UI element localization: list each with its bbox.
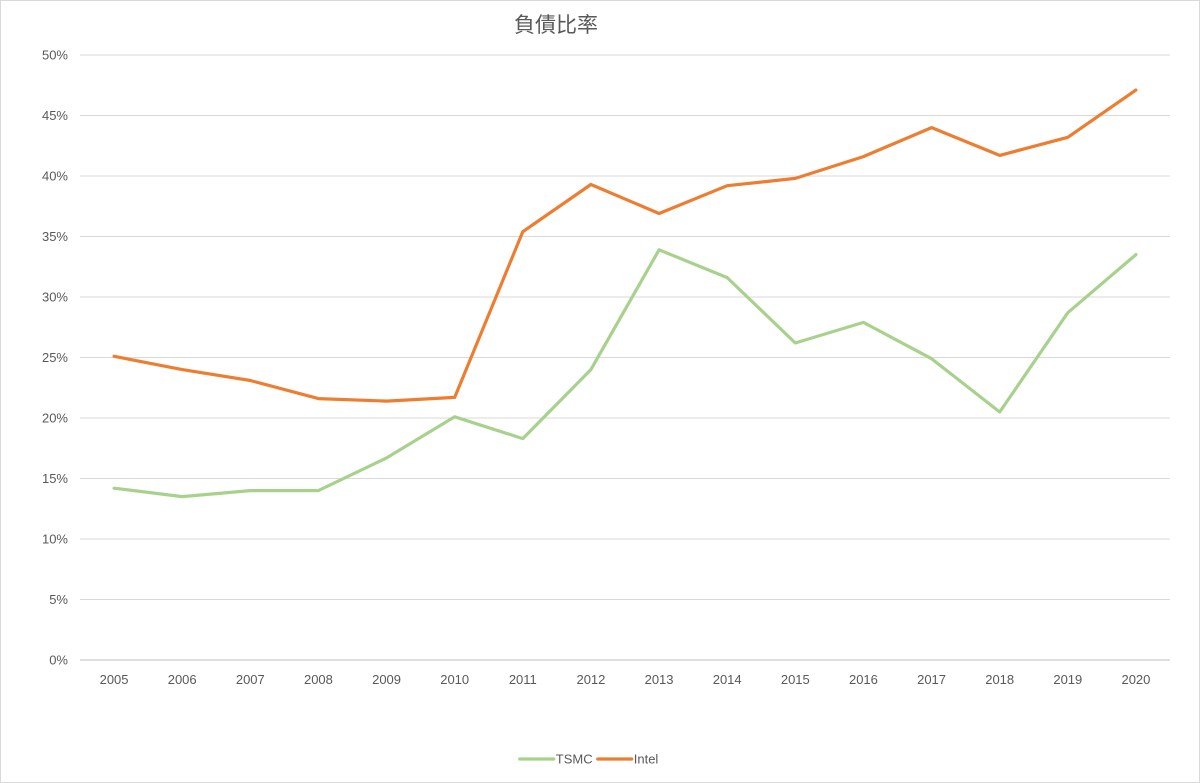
x-tick-label: 2018 bbox=[985, 672, 1014, 687]
y-tick-label: 15% bbox=[42, 471, 68, 486]
legend-label-intel: Intel bbox=[634, 752, 659, 767]
x-tick-label: 2009 bbox=[372, 672, 401, 687]
x-tick-label: 2010 bbox=[440, 672, 469, 687]
y-tick-label: 5% bbox=[49, 592, 68, 607]
x-tick-label: 2017 bbox=[917, 672, 946, 687]
x-tick-label: 2013 bbox=[645, 672, 674, 687]
chart-title: 負債比率 bbox=[514, 13, 598, 37]
x-tick-label: 2014 bbox=[713, 672, 742, 687]
x-tick-label: 2016 bbox=[849, 672, 878, 687]
x-tick-label: 2015 bbox=[781, 672, 810, 687]
y-tick-label: 30% bbox=[42, 290, 68, 305]
x-tick-label: 2005 bbox=[100, 672, 129, 687]
y-tick-label: 0% bbox=[49, 653, 68, 668]
x-tick-label: 2008 bbox=[304, 672, 333, 687]
x-tick-label: 2020 bbox=[1121, 672, 1150, 687]
x-tick-label: 2006 bbox=[168, 672, 197, 687]
y-tick-label: 50% bbox=[42, 48, 68, 63]
x-tick-label: 2012 bbox=[576, 672, 605, 687]
y-tick-label: 25% bbox=[42, 350, 68, 365]
y-tick-label: 35% bbox=[42, 229, 68, 244]
y-tick-label: 20% bbox=[42, 411, 68, 426]
y-tick-label: 45% bbox=[42, 108, 68, 123]
y-tick-label: 10% bbox=[42, 532, 68, 547]
x-tick-label: 2019 bbox=[1053, 672, 1082, 687]
x-tick-label: 2011 bbox=[509, 672, 537, 687]
x-tick-label: 2007 bbox=[236, 672, 265, 687]
series-line-intel bbox=[112, 88, 1138, 403]
y-tick-label: 40% bbox=[42, 169, 68, 184]
legend-label-tsmc: TSMC bbox=[556, 752, 593, 767]
series-line-tsmc bbox=[112, 248, 1138, 499]
